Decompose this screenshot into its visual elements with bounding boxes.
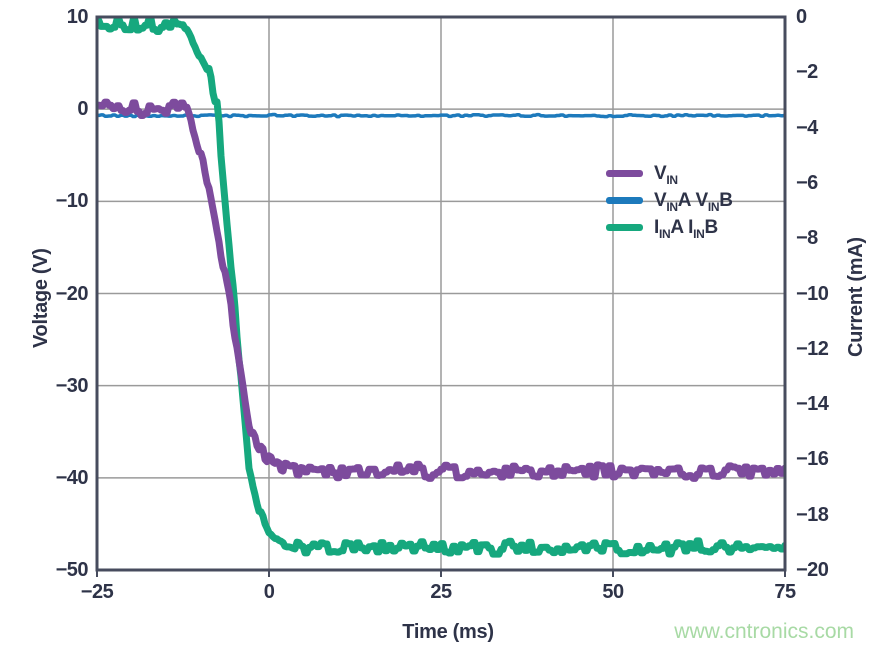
voltage-tick-label: −40 [55,466,89,489]
voltage-tick-label: −20 [55,282,89,305]
current-tick-label: −8 [796,227,818,250]
current-tick-label: −20 [796,559,829,581]
current-tick-label: 0 [796,6,807,28]
trace-iina-iinb [98,18,784,558]
plot-border [95,15,787,572]
x-axis-title: Time (ms) [402,621,494,643]
current-tick-label: −12 [796,337,829,360]
legend-item: IINA IINB [606,214,733,241]
current-tick-label: −4 [796,116,818,139]
legend-item: VIN [606,160,733,187]
voltage-tick-label: −10 [55,190,89,213]
current-tick-label: −2 [796,61,818,84]
current-tick-label: −10 [796,282,829,305]
time-tick-label: 75 [774,581,796,603]
left-axis-title: Voltage (V) [30,248,52,348]
voltage-tick-label: 10 [66,6,89,28]
voltage-tick-label: 0 [77,98,88,121]
legend-swatch [606,170,643,177]
trace-vina-vinb [98,112,784,119]
voltage-tick-label: −30 [55,374,89,397]
time-tick-label: 25 [430,581,452,603]
current-tick-label: −6 [796,171,818,194]
voltage-tick-label: −50 [55,559,89,581]
legend-label: VIN [654,162,678,187]
watermark-text: www.cntronics.com [674,620,854,643]
time-tick-label: 50 [602,581,624,603]
legend-label: IINA IINB [654,216,718,241]
legend-swatch [606,224,643,231]
current-tick-label: −14 [796,393,829,416]
legend-swatch [606,197,643,204]
time-tick-label: −25 [80,581,114,603]
right-axis-title: Current (mA) [845,237,867,357]
legend: VIN VINA VINB IINA IINB [606,160,733,241]
time-tick-label: 0 [263,581,275,603]
current-tick-label: −16 [796,448,829,471]
trace-vin [98,98,784,482]
current-tick-label: −18 [796,503,829,526]
legend-label: VINA VINB [654,189,733,214]
legend-item: VINA VINB [606,187,733,214]
